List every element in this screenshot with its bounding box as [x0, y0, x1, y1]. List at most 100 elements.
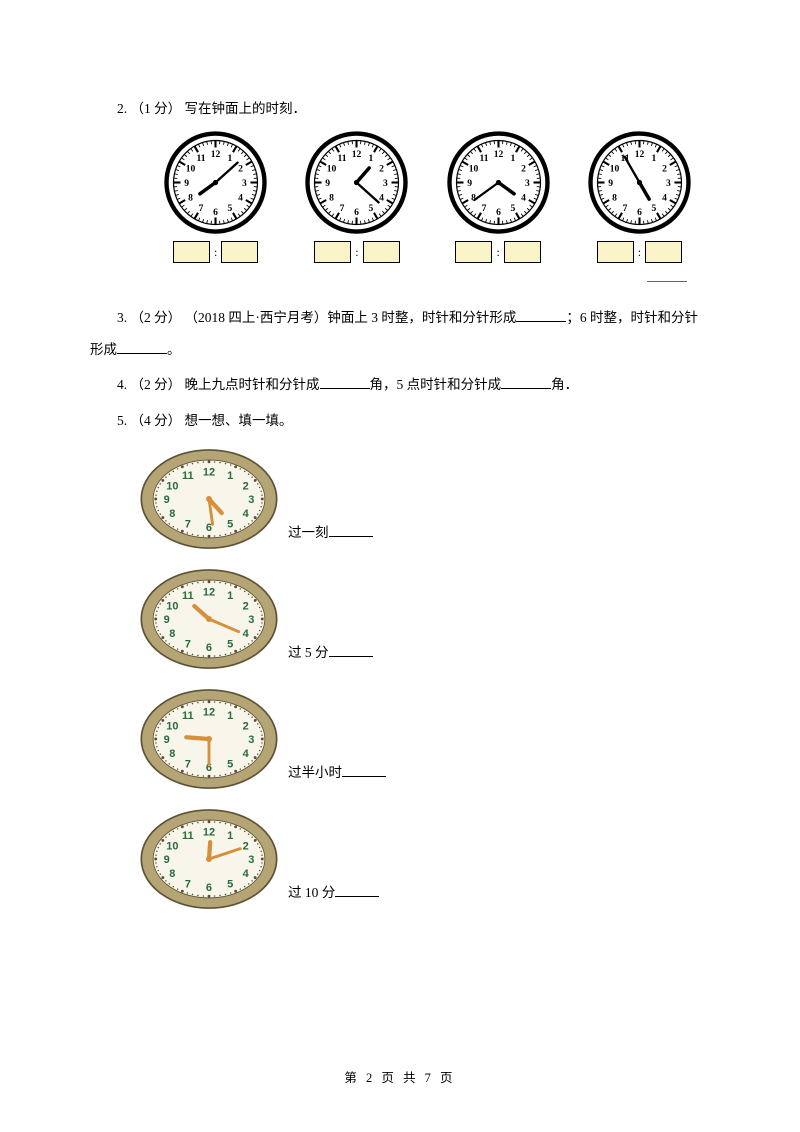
q5-label-1: 过一刻: [288, 520, 373, 554]
colon: :: [355, 241, 358, 264]
svg-text:3: 3: [248, 494, 254, 506]
svg-text:11: 11: [338, 153, 347, 164]
q5-item-4: 123456789101112过 10 分: [130, 804, 710, 914]
min-box[interactable]: [221, 241, 258, 263]
q2-input-1: :: [173, 241, 258, 264]
q2-clock-2: 123456789101112:: [286, 130, 427, 264]
svg-text:12: 12: [211, 149, 221, 160]
svg-text:4: 4: [243, 508, 250, 520]
q5-blank-1[interactable]: [329, 522, 373, 537]
svg-text:10: 10: [166, 600, 178, 612]
svg-text:4: 4: [238, 192, 243, 203]
svg-text:10: 10: [166, 720, 178, 732]
svg-text:4: 4: [662, 192, 667, 203]
svg-text:9: 9: [164, 614, 170, 626]
svg-text:7: 7: [185, 758, 191, 770]
svg-text:9: 9: [164, 494, 170, 506]
svg-text:6: 6: [213, 207, 218, 218]
q5-item-1: 123456789101112过一刻: [130, 444, 710, 554]
q2-text: 2. （1 分） 写在钟面上的时刻．: [90, 96, 710, 122]
q2-clocks: 123456789101112:123456789101112:12345678…: [145, 130, 710, 264]
q3-a: 3. （2 分） （2018 四上·西宁月考）钟面上 3 时整，时针和分针形成: [117, 310, 516, 325]
svg-text:10: 10: [166, 840, 178, 852]
svg-text:12: 12: [493, 149, 503, 160]
q4-blank1[interactable]: [320, 374, 370, 389]
page-footer: 第 2 页 共 7 页: [0, 1067, 800, 1086]
q5-blank-3[interactable]: [342, 762, 386, 777]
hour-box[interactable]: [173, 241, 210, 263]
min-box[interactable]: [363, 241, 400, 263]
q4-a: 4. （2 分） 晚上九点时针和分针成: [117, 377, 320, 392]
svg-text:1: 1: [227, 710, 233, 722]
svg-text:4: 4: [379, 192, 384, 203]
svg-text:10: 10: [327, 163, 337, 174]
colon: :: [214, 241, 217, 264]
svg-text:2: 2: [521, 163, 526, 174]
q5-blank-2[interactable]: [329, 642, 373, 657]
svg-text:12: 12: [635, 149, 645, 160]
svg-text:8: 8: [169, 748, 175, 760]
q2-clock-4: 123456789101112:: [569, 130, 710, 264]
svg-text:2: 2: [662, 163, 667, 174]
svg-text:8: 8: [612, 192, 617, 203]
svg-text:1: 1: [228, 153, 233, 164]
svg-text:10: 10: [186, 163, 196, 174]
svg-text:3: 3: [666, 178, 671, 189]
svg-text:4: 4: [521, 192, 526, 203]
min-box[interactable]: [504, 241, 541, 263]
svg-text:6: 6: [206, 882, 212, 894]
svg-text:9: 9: [608, 178, 613, 189]
svg-text:10: 10: [166, 480, 178, 492]
svg-text:1: 1: [510, 153, 515, 164]
svg-text:1: 1: [227, 830, 233, 842]
q2-input-4: :: [597, 241, 682, 264]
svg-text:3: 3: [248, 734, 254, 746]
q3: 3. （2 分） （2018 四上·西宁月考）钟面上 3 时整，时针和分针形成 ；…: [90, 305, 710, 331]
svg-text:12: 12: [352, 149, 362, 160]
svg-text:5: 5: [369, 203, 374, 214]
svg-text:5: 5: [510, 203, 515, 214]
svg-text:8: 8: [188, 192, 193, 203]
hour-box[interactable]: [455, 241, 492, 263]
hour-box[interactable]: [314, 241, 351, 263]
svg-text:7: 7: [340, 203, 345, 214]
min-box[interactable]: [645, 241, 682, 263]
svg-text:5: 5: [227, 638, 233, 650]
q3-c: 形成: [90, 342, 117, 357]
svg-text:3: 3: [248, 854, 254, 866]
svg-text:7: 7: [185, 518, 191, 530]
svg-text:11: 11: [182, 470, 194, 482]
svg-text:11: 11: [182, 710, 194, 722]
svg-text:8: 8: [169, 628, 175, 640]
svg-text:1: 1: [227, 590, 233, 602]
q4: 4. （2 分） 晚上九点时针和分针成角，5 点时针和分针成角．: [90, 372, 710, 398]
q2-clock-3: 123456789101112:: [428, 130, 569, 264]
svg-text:7: 7: [481, 203, 486, 214]
svg-text:5: 5: [227, 878, 233, 890]
q2-trail-blank: [647, 281, 687, 282]
svg-text:1: 1: [651, 153, 656, 164]
hour-box[interactable]: [597, 241, 634, 263]
q5-label-text: 过一刻: [288, 525, 329, 540]
q5-blank-4[interactable]: [335, 882, 379, 897]
svg-text:10: 10: [610, 163, 620, 174]
q5-item-3: 123456789101112过半小时: [130, 684, 710, 794]
q5-item-2: 123456789101112过 5 分: [130, 564, 710, 674]
svg-text:10: 10: [468, 163, 478, 174]
svg-text:2: 2: [238, 163, 243, 174]
svg-text:5: 5: [651, 203, 656, 214]
svg-text:2: 2: [243, 840, 249, 852]
svg-text:7: 7: [623, 203, 628, 214]
svg-text:8: 8: [169, 868, 175, 880]
q3-b: ；6 时整，时针和分针: [566, 310, 698, 325]
q4-blank2[interactable]: [501, 374, 551, 389]
q3-blank1[interactable]: [516, 307, 566, 322]
q2-clock-1: 123456789101112:: [145, 130, 286, 264]
svg-text:5: 5: [227, 518, 233, 530]
q3-blank2[interactable]: [117, 339, 167, 354]
q3-cont: 形成。: [90, 337, 710, 363]
svg-text:11: 11: [479, 153, 488, 164]
svg-text:5: 5: [228, 203, 233, 214]
svg-text:6: 6: [354, 207, 359, 218]
svg-text:2: 2: [243, 720, 249, 732]
